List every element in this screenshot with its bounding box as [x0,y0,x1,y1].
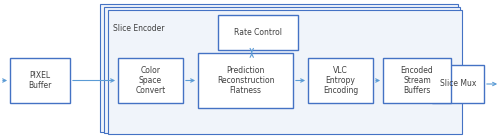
Bar [308,58,373,103]
Text: Slice Mux: Slice Mux [440,80,476,89]
Text: Slice Encoder: Slice Encoder [113,24,164,33]
Bar [432,65,484,103]
Bar [10,58,70,103]
Text: Rate Control: Rate Control [234,28,282,37]
Text: PIXEL
Buffer: PIXEL Buffer [28,71,52,90]
Bar [383,58,451,103]
Bar [108,10,462,134]
Text: Prediction
Reconstruction
Flatness: Prediction Reconstruction Flatness [217,66,274,95]
Bar [118,58,183,103]
Bar [100,4,458,132]
Text: Encoded
Stream
Buffers: Encoded Stream Buffers [400,66,434,95]
Text: VLC
Entropy
Encoding: VLC Entropy Encoding [323,66,358,95]
Bar [218,15,298,50]
Bar [198,53,293,108]
Text: Color
Space
Convert: Color Space Convert [136,66,166,95]
Bar [104,7,460,133]
